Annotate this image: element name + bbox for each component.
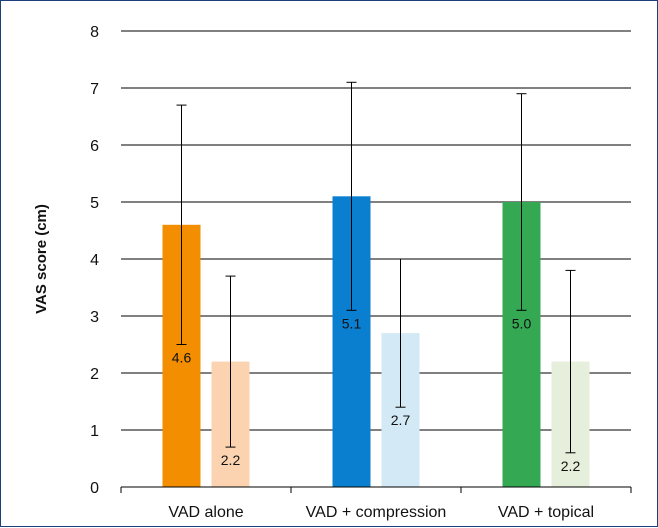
data-label-3: 5.1 (342, 315, 362, 331)
y-tick-label-4: 4 (90, 252, 99, 269)
y-tick-label-6: 6 (90, 138, 99, 155)
y-tick-label-8: 8 (90, 24, 99, 41)
y-tick-label-0: 0 (90, 480, 99, 497)
axes: 0 1 2 3 4 5 6 7 8 VAD alone VAD + compression VAD +… (90, 24, 632, 521)
data-labels: 4.6 2.2 5.1 2.7 5.0 2.2 (172, 315, 581, 474)
error-bars (176, 81, 576, 454)
y-tick-label-3: 3 (90, 309, 99, 326)
y-tick-label-7: 7 (90, 81, 99, 98)
y-axis-label: VAS score (cm) (33, 204, 50, 314)
data-label-2: 2.2 (221, 452, 241, 468)
data-label-4: 2.7 (391, 412, 411, 428)
x-tick-label-3: VAD + topical (498, 504, 594, 521)
y-tick-label-5: 5 (90, 195, 99, 212)
y-tick-label-2: 2 (90, 366, 99, 383)
bars (162, 196, 590, 488)
data-label-1: 4.6 (172, 350, 192, 366)
x-tick-label-1: VAD alone (168, 504, 243, 521)
data-label-6: 2.2 (561, 458, 581, 474)
y-tick-label-1: 1 (90, 423, 99, 440)
data-label-5: 5.0 (512, 315, 532, 331)
gridlines (121, 30, 631, 431)
x-tick-label-2: VAD + compression (306, 504, 447, 521)
